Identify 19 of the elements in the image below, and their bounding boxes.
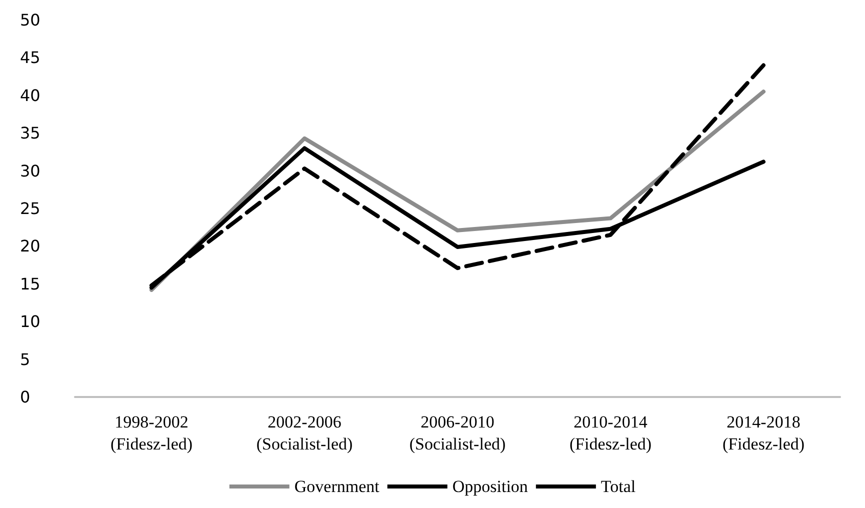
y-tick-label: 50 xyxy=(20,10,40,30)
y-tick-label: 30 xyxy=(20,161,40,180)
y-tick-label: 15 xyxy=(20,274,40,294)
y-tick-label: 10 xyxy=(20,312,40,332)
x-tick-label: 2002-2006 (Socialist-led) xyxy=(256,412,353,454)
y-tick-label: 35 xyxy=(20,124,40,143)
x-tick-label: 2006-2010 (Socialist-led) xyxy=(409,412,506,454)
legend-label: Opposition xyxy=(452,477,528,496)
y-tick-label: 45 xyxy=(20,48,40,68)
x-tick-label: 2014-2018 (Fidesz-led) xyxy=(722,412,805,454)
y-tick-label: 25 xyxy=(20,199,40,218)
x-tick-label: 1998-2002 (Fidesz-led) xyxy=(110,412,193,454)
y-tick-label: 20 xyxy=(20,236,40,256)
y-tick-label: 5 xyxy=(20,350,30,369)
legend-label: Government xyxy=(294,477,380,496)
legend-label: Total xyxy=(600,477,636,496)
x-tick-label: 2010-2014 (Fidesz-led) xyxy=(569,412,652,454)
y-tick-label: 40 xyxy=(20,86,40,105)
y-tick-label: 0 xyxy=(20,388,30,406)
